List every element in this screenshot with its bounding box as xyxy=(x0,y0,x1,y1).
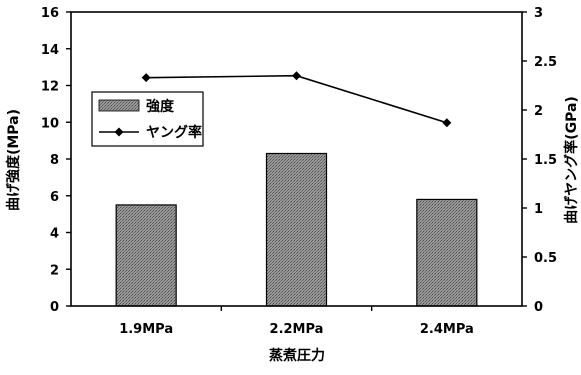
left-tick-label-16: 16 xyxy=(41,6,59,21)
legend-label-strength: 強度 xyxy=(146,98,175,115)
x-axis: 1.9MPa 2.2MPa 2.4MPa xyxy=(119,306,474,337)
x-tick-label-1.9MPa: 1.9MPa xyxy=(119,322,173,337)
left-tick-label-2: 2 xyxy=(50,263,59,278)
left-tick-label-14: 14 xyxy=(41,43,59,58)
right-y-axis: 0 0.5 1 1.5 2 2.5 3 xyxy=(522,6,557,315)
left-tick-label-0: 0 xyxy=(50,300,59,315)
x-tick-label-2.2MPa: 2.2MPa xyxy=(270,322,324,337)
left-tick-label-6: 6 xyxy=(50,190,59,205)
bar-1.9MPa xyxy=(115,204,177,307)
legend-label-youngs-modulus: ヤング率 xyxy=(146,124,202,141)
left-tick-label-12: 12 xyxy=(41,80,59,95)
legend-swatch-strength xyxy=(98,99,140,112)
youngs-modulus-point-2.2MPa xyxy=(292,71,301,81)
y-axis-title-right: 曲げヤング率(GPa) xyxy=(563,96,580,224)
right-tick-label-0.5: 0.5 xyxy=(534,251,557,266)
bar-2.4MPa xyxy=(416,198,478,307)
legend-marker-youngs-modulus xyxy=(114,127,124,137)
right-tick-label-1.5: 1.5 xyxy=(534,153,557,168)
left-tick-label-8: 8 xyxy=(50,153,59,168)
youngs-modulus-point-2.4MPa xyxy=(442,118,452,128)
right-tick-label-1: 1 xyxy=(534,202,543,217)
right-tick-label-3: 3 xyxy=(534,6,543,21)
youngs-modulus-point-1.9MPa xyxy=(141,73,151,83)
right-tick-label-2: 2 xyxy=(534,104,543,119)
y-axis-title-left: 曲げ強度(MPa) xyxy=(5,109,22,211)
bar-2.2MPa xyxy=(265,152,328,307)
bars-layer xyxy=(115,152,478,307)
right-tick-label-2.5: 2.5 xyxy=(534,55,557,70)
x-axis-title: 蒸煮圧力 xyxy=(269,347,325,364)
x-tick-label-2.4MPa: 2.4MPa xyxy=(420,322,474,337)
line-layer xyxy=(141,71,452,128)
right-tick-label-0: 0 xyxy=(534,300,543,315)
legend: 強度 ヤング率 xyxy=(91,91,204,147)
left-y-axis: 0 2 4 6 8 10 12 14 16 xyxy=(41,6,71,315)
left-tick-label-4: 4 xyxy=(50,227,59,242)
left-tick-label-10: 10 xyxy=(41,116,59,131)
